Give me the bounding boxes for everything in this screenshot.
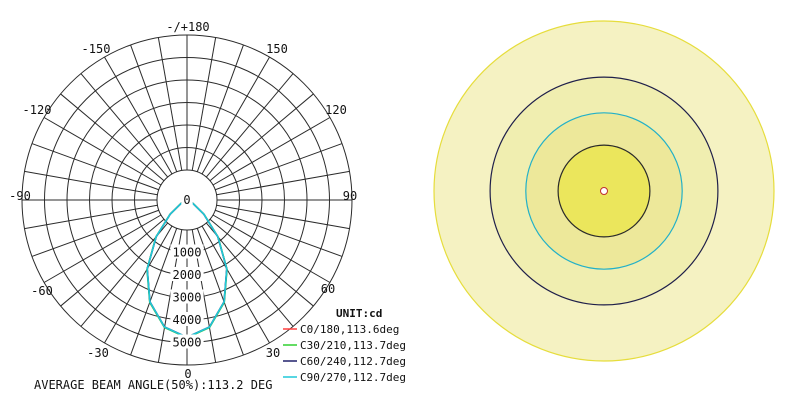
radial-tick-label: 5000 [173,336,202,350]
legend-label: C0/180,113.6deg [300,323,399,336]
radial-label-background [170,289,204,304]
unit-label: UNIT:cd [336,307,382,320]
polar-grid-spoke [212,117,331,186]
polar-grid-spoke [80,73,169,178]
polar-grid-spoke [24,204,158,230]
polar-grid-spoke [209,93,314,182]
radial-tick-label: 3000 [173,291,202,305]
polar-grid-spoke [60,93,165,182]
angle-tick-label-120: 120 [325,103,347,117]
angle-tick-label-neg60: -60 [31,284,53,298]
illuminance-ring-plot [433,20,775,362]
radial-label-background [170,267,204,281]
average-beam-angle: AVERAGE BEAM ANGLE(50%):113.2 DEG [34,378,272,392]
legend-label: C30/210,113.7deg [300,339,406,352]
polar-grid-spoke [201,225,270,344]
polar-grid-spoke [60,218,165,307]
radial-label-background [170,312,204,326]
angle-tick-label-150: 150 [266,42,288,56]
angle-tick-label-180: -/+180 [166,20,209,34]
polar-grid-spoke [215,209,343,257]
polar-intensity-chart: -/+180 -150 150 -120 120 -90 90 -60 60 -… [9,20,406,392]
radial-tick-label: 0 [183,193,190,207]
polar-grid-spoke [104,56,173,175]
polar-grid-spoke [24,170,158,196]
angle-tick-label-60: 60 [321,282,335,296]
polar-grid-spoke [80,222,169,327]
radial-tick-label: 4000 [173,313,202,327]
polar-grid-spoke [43,117,162,186]
radial-label-background [170,334,204,349]
radial-tick-labels: 0 1000 2000 3000 4000 5000 [170,192,204,350]
polar-grid-spoke [31,143,159,191]
angle-tick-label-neg120: -120 [23,103,52,117]
legend: C0/180,113.6deg C30/210,113.7deg C60/240,1… [283,323,406,384]
polar-grid-spoke [209,218,314,307]
polar-grid-spoke [191,37,217,171]
radial-tick-label: 1000 [173,246,202,260]
angle-tick-label-0: 0 [184,367,191,381]
polar-grid-spoke [196,228,244,356]
polar-grid-spoke [31,209,159,257]
radial-label-background [170,244,204,259]
polar-grid-spoke [216,204,350,230]
polar-grid-spoke [130,228,178,356]
angle-tick-label-90: 90 [343,189,357,203]
angle-tick-label-neg150: -150 [82,42,111,56]
legend-label: C90/270,112.7deg [300,371,406,384]
radial-tick-label: 2000 [173,268,202,282]
center-marker [600,187,608,195]
polar-grid-spoke [205,222,294,327]
angle-tick-label-neg30: -30 [87,346,109,360]
angle-tick-label-neg90: -90 [9,189,31,203]
polar-grid-spoke [215,143,343,191]
radial-label-background [181,192,193,206]
angle-tick-label-30: 30 [266,346,280,360]
polar-grid-spoke [212,214,331,283]
polar-grid-spoke [196,44,244,172]
polar-grid-spoke [216,170,350,196]
polar-grid-spoke [201,56,270,175]
polar-grid-spoke [104,225,173,344]
polar-grid-spoke [157,37,183,171]
polar-grid-spoke [205,73,294,178]
polar-grid-spoke [130,44,178,172]
polar-grid-spoke [43,214,162,283]
legend-label: C60/240,112.7deg [300,355,406,368]
